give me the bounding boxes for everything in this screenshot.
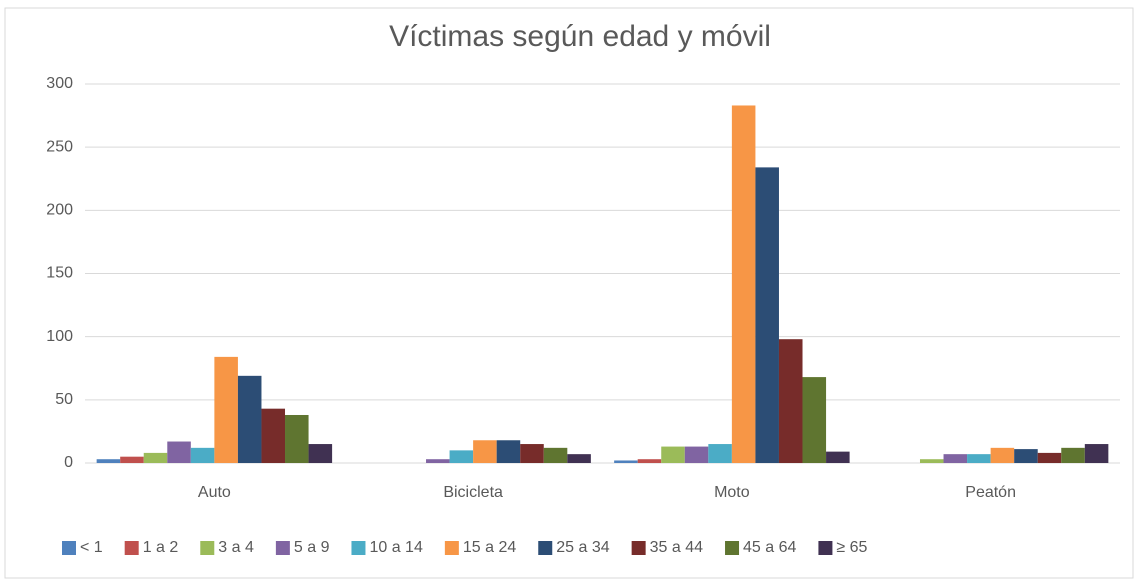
legend-swatch <box>444 541 459 555</box>
bar <box>684 446 709 463</box>
bar <box>731 105 756 463</box>
legend-label: 3 a 4 <box>218 539 254 556</box>
x-tick-label: Peatón <box>965 484 1016 501</box>
chart-title: Víctimas según edad y móvil <box>389 20 771 53</box>
x-tick-label: Bicicleta <box>443 484 503 501</box>
bar <box>637 459 662 463</box>
legend-label: 35 a 44 <box>650 539 703 556</box>
bar <box>990 447 1015 463</box>
legend-swatch <box>818 541 833 555</box>
y-tick-label: 0 <box>64 454 73 471</box>
bar <box>120 456 144 463</box>
legend-label: 10 a 14 <box>369 539 422 556</box>
bar <box>567 454 591 463</box>
bar <box>96 459 121 463</box>
legend-swatch <box>275 541 290 555</box>
bar <box>1037 452 1062 463</box>
bar <box>520 444 544 463</box>
x-tick-label: Auto <box>198 484 231 501</box>
bar <box>214 356 238 463</box>
bar <box>755 167 779 463</box>
legend-swatch <box>725 541 740 555</box>
bar <box>802 377 827 463</box>
legend-label: 1 a 2 <box>143 539 179 556</box>
legend-swatch <box>538 541 553 555</box>
x-tick-label: Moto <box>714 484 750 501</box>
bar <box>285 414 309 463</box>
bar <box>919 459 944 463</box>
bar <box>708 444 732 463</box>
bar <box>308 444 333 463</box>
legend-label: < 1 <box>80 539 103 556</box>
bar <box>543 447 568 463</box>
y-tick-label: 150 <box>46 265 73 282</box>
y-tick-label: 250 <box>46 138 73 155</box>
bar <box>143 452 168 463</box>
bar <box>426 459 450 463</box>
bar <box>496 440 521 463</box>
legend-swatch <box>631 541 646 555</box>
legend-label: 45 a 64 <box>743 539 796 556</box>
y-tick-label: 200 <box>46 202 73 219</box>
bar <box>261 408 286 463</box>
bar <box>661 446 685 463</box>
bar <box>1061 447 1085 463</box>
legend-swatch <box>124 541 139 555</box>
legend-label: 25 a 34 <box>556 539 609 556</box>
legend-label: 15 a 24 <box>463 539 516 556</box>
legend-label: ≥ 65 <box>836 539 867 556</box>
bar <box>190 447 215 463</box>
bar <box>449 450 474 463</box>
legend-swatch <box>62 541 76 555</box>
y-tick-label: 300 <box>46 75 73 92</box>
legend-swatch <box>200 541 215 555</box>
legend-swatch <box>351 541 366 555</box>
bar <box>778 339 803 463</box>
bar <box>1014 449 1038 463</box>
y-tick-label: 100 <box>46 328 73 345</box>
bar <box>473 440 497 463</box>
bar <box>167 441 191 463</box>
bar <box>826 451 850 463</box>
legend-label: 5 a 9 <box>294 539 330 556</box>
bar <box>943 454 968 463</box>
bar <box>614 460 638 463</box>
bar <box>237 375 262 463</box>
y-tick-label: 50 <box>55 391 73 408</box>
bar <box>967 454 991 463</box>
chart-border <box>4 7 1134 579</box>
bar <box>1084 444 1109 463</box>
